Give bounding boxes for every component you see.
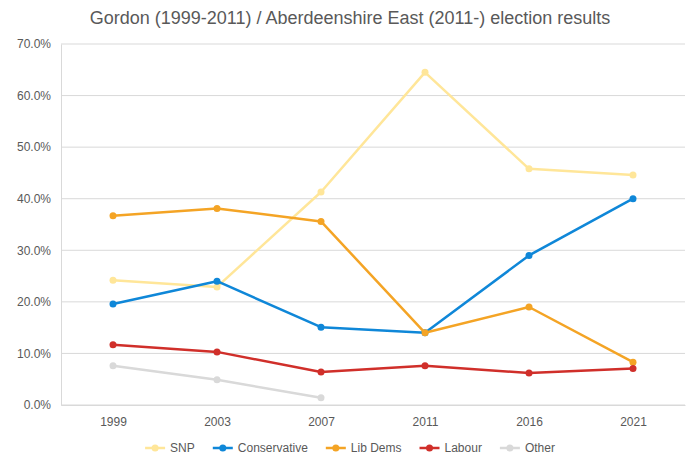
series-marker bbox=[318, 218, 325, 225]
grid-line bbox=[61, 147, 685, 148]
x-tick-label: 2021 bbox=[620, 415, 647, 429]
y-tick-label: 50.0% bbox=[17, 140, 51, 154]
plot-area bbox=[110, 69, 637, 401]
legend-item: Labour bbox=[420, 441, 482, 455]
x-tick: 1999 bbox=[100, 405, 127, 429]
series-line bbox=[113, 209, 633, 363]
legend-item: Conservative bbox=[213, 441, 308, 455]
series-line bbox=[113, 345, 633, 373]
y-tick-label: 70.0% bbox=[17, 37, 51, 51]
series-marker bbox=[526, 252, 533, 259]
series-marker bbox=[422, 329, 429, 336]
x-tick: 2011 bbox=[413, 405, 439, 429]
series bbox=[110, 69, 637, 291]
series-marker bbox=[110, 277, 117, 284]
x-tick: 2007 bbox=[308, 405, 335, 429]
legend-label: SNP bbox=[170, 441, 195, 455]
series-marker bbox=[318, 394, 325, 401]
legend-item: SNP bbox=[145, 441, 195, 455]
legend-label: Labour bbox=[445, 441, 482, 455]
x-axis: 1999 2003 2007 2011 2016 2021 bbox=[62, 405, 686, 429]
series-marker bbox=[630, 359, 637, 366]
grid-line bbox=[61, 95, 685, 96]
title: Gordon (1999-2011) / Aberdeenshire East … bbox=[90, 8, 611, 28]
series-marker bbox=[526, 304, 533, 311]
series-marker bbox=[110, 362, 117, 369]
series-marker bbox=[110, 300, 117, 307]
legend-label: Conservative bbox=[238, 441, 308, 455]
series-marker bbox=[630, 365, 637, 372]
series-marker bbox=[110, 212, 117, 219]
series-marker bbox=[214, 278, 221, 285]
legend-marker bbox=[506, 445, 513, 452]
series-marker bbox=[422, 69, 429, 76]
legend: SNP Conservative Lib Dems Labour Other bbox=[145, 441, 555, 455]
legend-label: Lib Dems bbox=[351, 441, 402, 455]
x-tick: 2016 bbox=[516, 405, 543, 429]
series-marker bbox=[630, 171, 637, 178]
y-tick: 20.0% bbox=[17, 295, 61, 309]
legend-marker bbox=[332, 445, 339, 452]
series bbox=[110, 205, 637, 366]
grid-line bbox=[61, 198, 685, 199]
grid-line bbox=[61, 353, 685, 354]
grid-line bbox=[61, 44, 685, 45]
grid-line bbox=[61, 405, 685, 406]
series-marker bbox=[318, 189, 325, 196]
series-marker bbox=[318, 324, 325, 331]
x-tick: 2021 bbox=[620, 405, 647, 429]
x-tick-label: 2007 bbox=[308, 415, 335, 429]
y-axis-line bbox=[61, 45, 62, 406]
y-tick: 10.0% bbox=[17, 347, 61, 361]
series-marker bbox=[526, 370, 533, 377]
y-tick: 0.0% bbox=[24, 398, 61, 412]
y-tick-label: 60.0% bbox=[17, 89, 51, 103]
grid-line bbox=[61, 301, 685, 302]
series bbox=[110, 195, 637, 336]
series bbox=[110, 362, 325, 401]
legend-marker bbox=[152, 445, 159, 452]
legend-label: Other bbox=[525, 441, 555, 455]
x-tick-label: 1999 bbox=[100, 415, 127, 429]
legend-marker bbox=[426, 445, 433, 452]
x-axis-line bbox=[62, 405, 686, 406]
legend-marker bbox=[219, 445, 226, 452]
series-marker bbox=[630, 195, 637, 202]
legend-item: Lib Dems bbox=[326, 441, 402, 455]
y-tick-label: 10.0% bbox=[17, 347, 51, 361]
y-tick: 50.0% bbox=[17, 140, 61, 154]
y-tick-label: 0.0% bbox=[24, 398, 52, 412]
series-marker bbox=[110, 341, 117, 348]
x-tick: 2003 bbox=[204, 405, 231, 429]
x-tick-label: 2016 bbox=[516, 415, 543, 429]
y-tick-label: 40.0% bbox=[17, 192, 51, 206]
legend-item: Other bbox=[500, 441, 555, 455]
y-tick: 40.0% bbox=[17, 192, 61, 206]
y-tick: 30.0% bbox=[17, 244, 61, 258]
series-marker bbox=[214, 205, 221, 212]
x-tick-label: 2003 bbox=[204, 415, 231, 429]
series-marker bbox=[526, 165, 533, 172]
y-tick-label: 20.0% bbox=[17, 295, 51, 309]
grid-line bbox=[61, 250, 685, 251]
series-line bbox=[113, 199, 633, 333]
series-marker bbox=[214, 376, 221, 383]
y-tick: 60.0% bbox=[17, 89, 61, 103]
series-marker bbox=[214, 348, 221, 355]
y-tick-label: 30.0% bbox=[17, 244, 51, 258]
series bbox=[110, 341, 637, 376]
y-tick: 70.0% bbox=[17, 37, 61, 51]
chart: Gordon (1999-2011) / Aberdeenshire East … bbox=[0, 0, 700, 467]
y-axis: 0.0% 10.0% 20.0% 30.0% 40.0% 50.0% 60.0% 70.0% bbox=[17, 37, 62, 412]
series-line bbox=[113, 72, 633, 287]
series-line bbox=[113, 366, 321, 398]
series-marker bbox=[422, 329, 429, 336]
grid bbox=[61, 44, 685, 405]
series-marker bbox=[318, 368, 325, 375]
x-tick-label: 2011 bbox=[413, 415, 439, 429]
series-marker bbox=[422, 362, 429, 369]
